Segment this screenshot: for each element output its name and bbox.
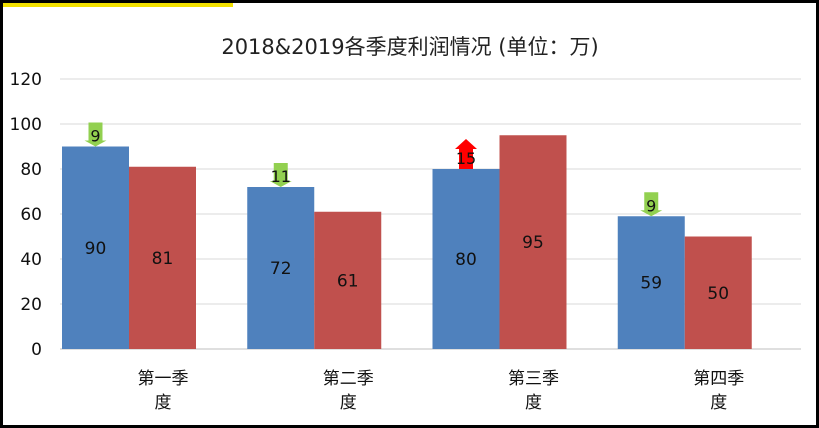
y-tick-label: 40 <box>20 250 42 270</box>
difference-markers: 9 11 15 9 <box>84 122 663 217</box>
bars: 90 81 72 61 80 95 59 50 <box>62 135 752 349</box>
bar <box>684 236 752 349</box>
y-tick-label: 120 <box>10 70 42 90</box>
bar-value-label: 72 <box>270 259 292 279</box>
category-label: 第四季 <box>693 369 744 389</box>
difference-label: 15 <box>456 149 476 168</box>
bar-value-label: 80 <box>455 250 477 270</box>
difference-label: 9 <box>90 127 100 146</box>
category-label: 度 <box>710 393 727 413</box>
category-label: 第三季 <box>508 369 559 389</box>
category-label: 第一季 <box>138 369 189 389</box>
highlight-strip <box>3 3 233 7</box>
y-tick-label: 0 <box>31 340 42 360</box>
chart-title: 2018&2019各季度利润情况 (单位：万) <box>221 35 598 59</box>
bar-value-label: 90 <box>85 239 107 259</box>
category-label: 度 <box>155 393 172 413</box>
category-label: 度 <box>525 393 542 413</box>
bar-value-label: 61 <box>337 271 359 291</box>
bar <box>247 187 315 349</box>
arrow-down-icon <box>84 122 107 147</box>
arrow-down-icon <box>269 163 292 187</box>
bar <box>62 146 129 349</box>
category-label: 度 <box>340 393 357 413</box>
arrow-up-icon <box>455 139 477 169</box>
bar <box>432 169 500 349</box>
y-tick-label: 20 <box>20 295 42 315</box>
bar-value-label: 95 <box>522 233 544 253</box>
bar <box>617 216 685 349</box>
bar <box>499 135 567 349</box>
category-label: 第二季 <box>323 369 374 389</box>
bar <box>314 211 382 349</box>
bar <box>129 166 196 349</box>
y-tick-label: 60 <box>20 205 42 225</box>
bar-value-label: 59 <box>640 274 662 294</box>
bar-value-label: 81 <box>152 249 174 269</box>
y-tick-label: 100 <box>10 115 42 135</box>
bar-value-label: 50 <box>707 284 729 304</box>
y-tick-label: 80 <box>20 160 42 180</box>
arrow-down-icon <box>640 192 663 217</box>
difference-label: 9 <box>646 196 656 215</box>
difference-label: 11 <box>271 167 291 186</box>
